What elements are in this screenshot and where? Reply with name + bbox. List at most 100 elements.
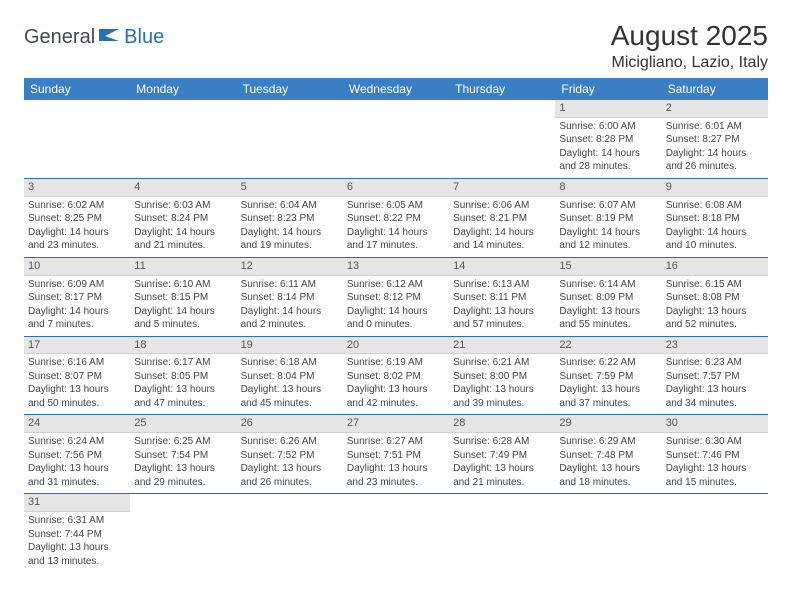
day-number: 24 [24,415,130,433]
calendar-cell [130,100,236,178]
day-number: 22 [555,337,661,355]
day-line: Sunset: 7:59 PM [559,370,657,384]
day-line: and 14 minutes. [453,239,551,253]
calendar-cell: 8Sunrise: 6:07 AMSunset: 8:19 PMDaylight… [555,178,661,257]
day-line: Daylight: 14 hours [666,226,764,240]
day-header: Wednesday [343,78,449,100]
calendar-cell: 3Sunrise: 6:02 AMSunset: 8:25 PMDaylight… [24,178,130,257]
day-line: Sunrise: 6:21 AM [453,356,551,370]
day-line: Sunset: 8:25 PM [28,212,126,226]
day-line: Sunrise: 6:30 AM [666,435,764,449]
day-line: and 29 minutes. [134,476,232,490]
day-line: and 21 minutes. [134,239,232,253]
day-line: and 15 minutes. [666,476,764,490]
day-line: Daylight: 14 hours [453,226,551,240]
calendar-table: SundayMondayTuesdayWednesdayThursdayFrid… [24,78,768,572]
calendar-cell: 17Sunrise: 6:16 AMSunset: 8:07 PMDayligh… [24,336,130,415]
day-line: and 50 minutes. [28,397,126,411]
calendar-cell: 5Sunrise: 6:04 AMSunset: 8:23 PMDaylight… [237,178,343,257]
day-line: Sunset: 8:14 PM [241,291,339,305]
day-line: Sunrise: 6:04 AM [241,199,339,213]
day-header: Thursday [449,78,555,100]
day-line: Daylight: 14 hours [134,305,232,319]
day-content: Sunrise: 6:26 AMSunset: 7:52 PMDaylight:… [237,433,343,493]
calendar-cell [130,494,236,572]
day-content: Sunrise: 6:02 AMSunset: 8:25 PMDaylight:… [24,197,130,257]
day-line: Sunrise: 6:15 AM [666,278,764,292]
day-line: Sunset: 7:46 PM [666,449,764,463]
day-number: 13 [343,258,449,276]
day-line: Daylight: 13 hours [666,305,764,319]
day-number: 29 [555,415,661,433]
day-line: Sunrise: 6:25 AM [134,435,232,449]
header: General Blue August 2025 Micigliano, Laz… [24,20,768,72]
day-line: Daylight: 13 hours [347,383,445,397]
day-number: 16 [662,258,768,276]
day-number: 8 [555,179,661,197]
day-line: Sunset: 7:52 PM [241,449,339,463]
calendar-cell: 4Sunrise: 6:03 AMSunset: 8:24 PMDaylight… [130,178,236,257]
day-content: Sunrise: 6:24 AMSunset: 7:56 PMDaylight:… [24,433,130,493]
title-block: August 2025 Micigliano, Lazio, Italy [611,20,768,72]
day-line: and 13 minutes. [28,555,126,569]
day-content: Sunrise: 6:30 AMSunset: 7:46 PMDaylight:… [662,433,768,493]
day-content: Sunrise: 6:11 AMSunset: 8:14 PMDaylight:… [237,276,343,336]
day-line: Daylight: 13 hours [134,383,232,397]
day-line: Sunset: 7:48 PM [559,449,657,463]
day-content: Sunrise: 6:18 AMSunset: 8:04 PMDaylight:… [237,354,343,414]
day-line: Sunrise: 6:16 AM [28,356,126,370]
day-number: 2 [662,100,768,118]
day-line: and 17 minutes. [347,239,445,253]
calendar-cell: 13Sunrise: 6:12 AMSunset: 8:12 PMDayligh… [343,257,449,336]
day-line: Daylight: 13 hours [559,305,657,319]
day-line: Daylight: 13 hours [666,462,764,476]
day-header-row: SundayMondayTuesdayWednesdayThursdayFrid… [24,78,768,100]
day-number: 27 [343,415,449,433]
day-line: Daylight: 13 hours [241,462,339,476]
day-line: Sunset: 8:22 PM [347,212,445,226]
day-line: Sunrise: 6:19 AM [347,356,445,370]
day-line: Sunrise: 6:10 AM [134,278,232,292]
day-content: Sunrise: 6:01 AMSunset: 8:27 PMDaylight:… [662,118,768,178]
day-content: Sunrise: 6:17 AMSunset: 8:05 PMDaylight:… [130,354,236,414]
calendar-cell: 28Sunrise: 6:28 AMSunset: 7:49 PMDayligh… [449,415,555,494]
day-line: Sunrise: 6:14 AM [559,278,657,292]
logo-text-general: General [24,26,95,49]
day-content: Sunrise: 6:08 AMSunset: 8:18 PMDaylight:… [662,197,768,257]
day-line: Daylight: 14 hours [347,226,445,240]
day-line: Sunset: 8:19 PM [559,212,657,226]
day-header: Monday [130,78,236,100]
day-line: Sunrise: 6:13 AM [453,278,551,292]
day-line: Daylight: 14 hours [559,147,657,161]
day-line: Sunrise: 6:29 AM [559,435,657,449]
day-content: Sunrise: 6:25 AMSunset: 7:54 PMDaylight:… [130,433,236,493]
day-content: Sunrise: 6:10 AMSunset: 8:15 PMDaylight:… [130,276,236,336]
page-title: August 2025 [611,20,768,52]
day-line: Sunset: 8:00 PM [453,370,551,384]
day-line: Sunrise: 6:08 AM [666,199,764,213]
day-number: 15 [555,258,661,276]
day-number: 6 [343,179,449,197]
day-line: Sunrise: 6:23 AM [666,356,764,370]
day-line: and 21 minutes. [453,476,551,490]
day-line: and 57 minutes. [453,318,551,332]
day-line: and 0 minutes. [347,318,445,332]
day-line: Daylight: 14 hours [28,226,126,240]
day-line: Sunset: 8:18 PM [666,212,764,226]
day-line: and 34 minutes. [666,397,764,411]
calendar-cell: 21Sunrise: 6:21 AMSunset: 8:00 PMDayligh… [449,336,555,415]
day-number: 12 [237,258,343,276]
day-header: Friday [555,78,661,100]
day-line: and 23 minutes. [347,476,445,490]
day-number: 3 [24,179,130,197]
day-line: Sunset: 8:24 PM [134,212,232,226]
day-line: and 47 minutes. [134,397,232,411]
day-number: 11 [130,258,236,276]
day-number: 1 [555,100,661,118]
day-content: Sunrise: 6:31 AMSunset: 7:44 PMDaylight:… [24,512,130,572]
day-line: Daylight: 13 hours [134,462,232,476]
day-line: and 26 minutes. [241,476,339,490]
calendar-cell: 14Sunrise: 6:13 AMSunset: 8:11 PMDayligh… [449,257,555,336]
calendar-row: 1Sunrise: 6:00 AMSunset: 8:28 PMDaylight… [24,100,768,178]
calendar-cell: 1Sunrise: 6:00 AMSunset: 8:28 PMDaylight… [555,100,661,178]
